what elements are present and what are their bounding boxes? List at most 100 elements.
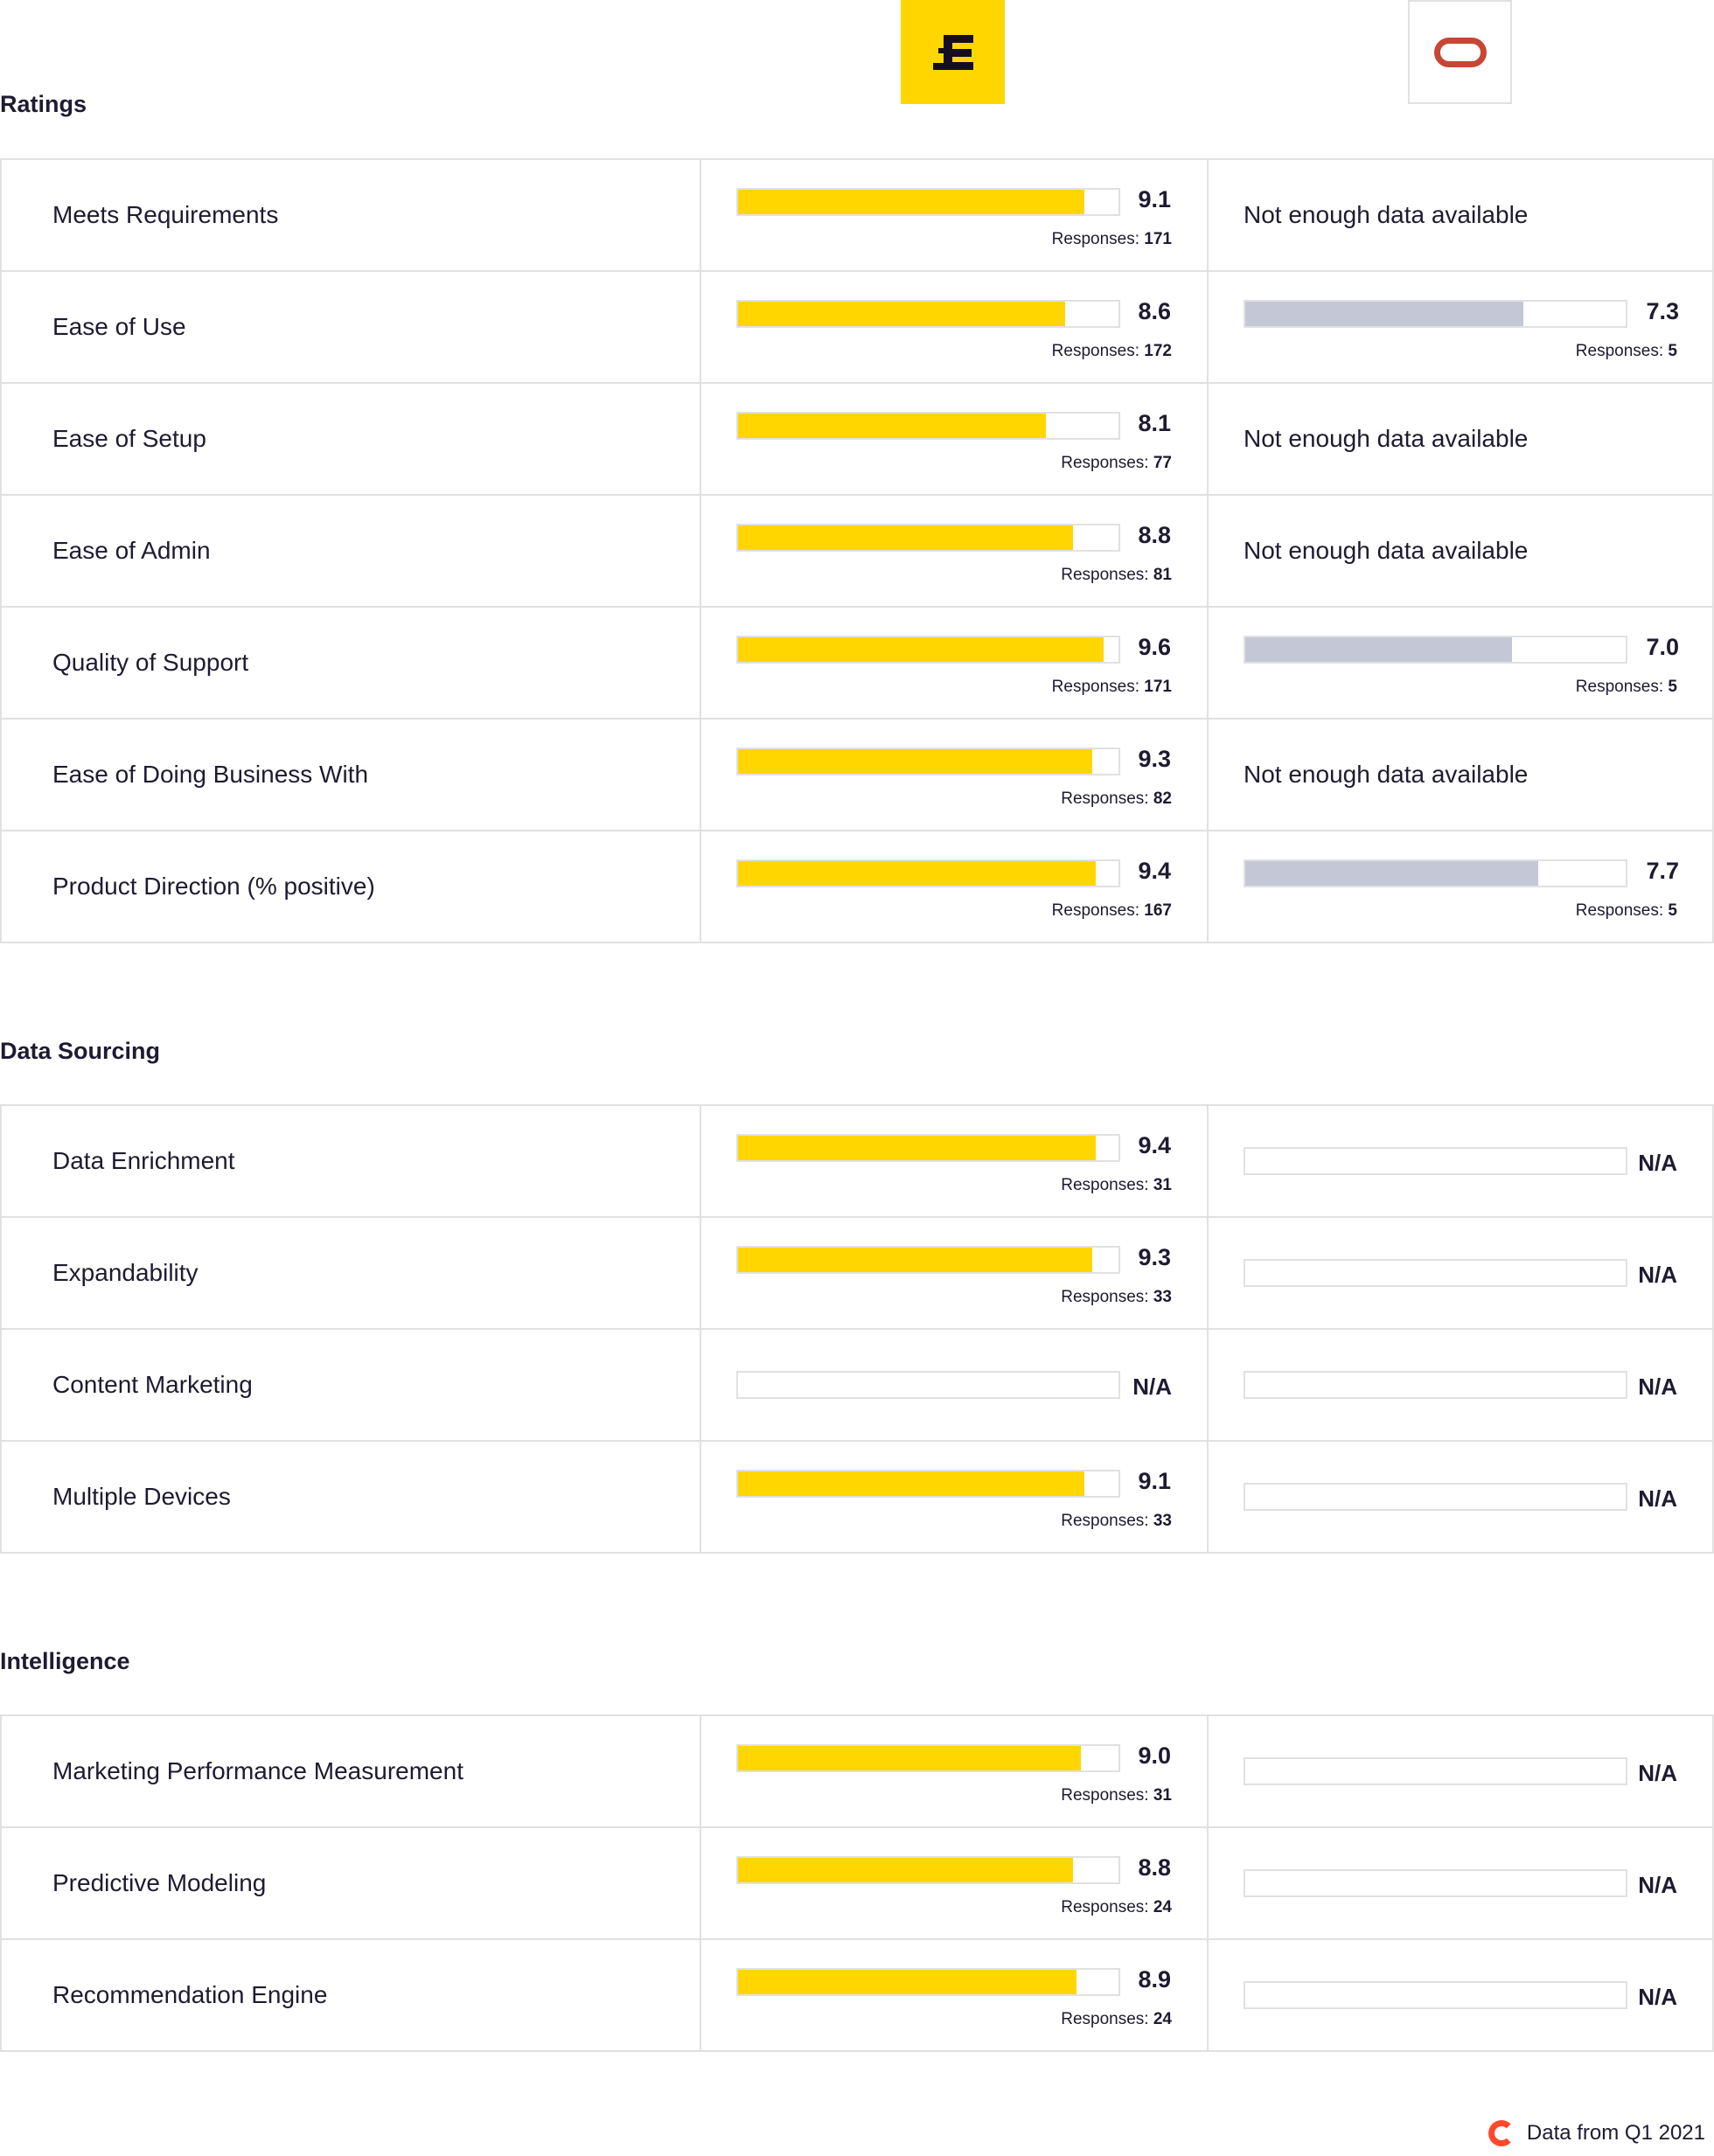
product-b-rating: Not enough data available — [1209, 720, 1714, 830]
product-b-rating: Not enough data available — [1209, 160, 1714, 270]
product-b-rating: N/A — [1209, 1716, 1714, 1826]
product-b-rating: N/A — [1209, 1828, 1714, 1938]
section-heading: Ratings — [0, 91, 87, 117]
rating-score: 9.1 — [1138, 1468, 1171, 1494]
table-row: Ease of Use 8.6 Responses: 172 7.3 Respo… — [2, 272, 1714, 384]
rating-bar-fill — [738, 749, 1092, 774]
table-row: Data Enrichment 9.4 Responses: 31 N/A — [2, 1106, 1714, 1218]
rating-bar-fill — [1245, 861, 1538, 886]
product-a-rating: 8.8 Responses: 81 — [701, 496, 1209, 606]
row-label: Multiple Devices — [2, 1442, 701, 1552]
table-row: Meets Requirements 9.1 Responses: 171 Not… — [2, 160, 1714, 272]
row-label: Marketing Performance Measurement — [2, 1716, 701, 1826]
table-row: Ease of Doing Business With 9.3 Response… — [2, 720, 1714, 831]
rating-score: 7.3 — [1646, 298, 1679, 324]
na-label: N/A — [1638, 1374, 1677, 1400]
rating-score: 9.3 — [1138, 746, 1171, 772]
na-label: N/A — [1638, 1262, 1677, 1288]
table-row: Product Direction (% positive) 9.4 Respo… — [2, 831, 1714, 943]
rating-bar-empty — [1244, 1371, 1627, 1399]
product-a-logo — [901, 0, 1005, 104]
responses-count: Responses: 5 — [1575, 901, 1677, 920]
product-a-rating: 9.6 Responses: 171 — [701, 608, 1209, 718]
responses-count: Responses: 167 — [1051, 901, 1172, 920]
rating-score: 8.8 — [1138, 522, 1171, 548]
product-a-rating: 8.1 Responses: 77 — [701, 384, 1209, 494]
product-b-rating: 7.7 Responses: 5 — [1209, 831, 1714, 942]
rating-score: 8.6 — [1138, 298, 1171, 324]
rating-bar — [736, 636, 1120, 664]
product-a-rating: N/A — [701, 1330, 1209, 1440]
table-row: Ease of Admin 8.8 Responses: 81 Not enoug… — [2, 496, 1714, 608]
pound-e-icon — [932, 34, 973, 70]
responses-count: Responses: 33 — [1061, 1512, 1172, 1530]
rating-bar — [1244, 300, 1627, 328]
g2-icon — [1488, 2120, 1515, 2146]
rating-bar — [736, 524, 1120, 552]
product-b-rating: N/A — [1209, 1218, 1714, 1328]
na-label: N/A — [1132, 1374, 1172, 1400]
rating-bar-empty — [1244, 1483, 1627, 1511]
row-label: Ease of Setup — [2, 384, 701, 494]
table-row: Quality of Support 9.6 Responses: 171 7.… — [2, 608, 1714, 720]
rating-score: 9.6 — [1138, 634, 1171, 660]
rating-bar — [736, 1134, 1120, 1162]
row-label: Data Enrichment — [2, 1106, 701, 1216]
row-label: Meets Requirements — [2, 160, 701, 270]
responses-count: Responses: 171 — [1051, 678, 1172, 696]
rating-bar-fill — [738, 637, 1104, 662]
product-b-rating: 7.0 Responses: 5 — [1209, 608, 1714, 718]
product-a-rating: 9.4 Responses: 31 — [701, 1106, 1209, 1216]
rating-bar-fill — [1245, 637, 1512, 662]
rating-bar — [736, 1968, 1120, 1996]
no-data-text: Not enough data available — [1244, 201, 1529, 228]
product-b-rating: N/A — [1209, 1940, 1714, 2050]
product-a-rating: 8.6 Responses: 172 — [701, 272, 1209, 382]
row-label: Recommendation Engine — [2, 1940, 701, 2050]
ratings-table: Marketing Performance Measurement 9.0 Re… — [0, 1714, 1714, 2052]
row-label: Content Marketing — [2, 1330, 701, 1440]
rating-score: 7.0 — [1646, 634, 1679, 660]
responses-count: Responses: 81 — [1061, 566, 1172, 584]
footer-text: Data from Q1 2021 — [1526, 2121, 1705, 2145]
row-label: Ease of Admin — [2, 496, 701, 606]
responses-count: Responses: 5 — [1575, 678, 1677, 696]
row-label: Expandability — [2, 1218, 701, 1328]
rating-bar-fill — [738, 1248, 1092, 1272]
rating-bar — [736, 412, 1120, 440]
ratings-table: Data Enrichment 9.4 Responses: 31 N/A Expa… — [0, 1104, 1714, 1554]
rating-bar — [736, 188, 1120, 216]
rating-bar — [736, 300, 1120, 328]
responses-count: Responses: 24 — [1061, 1898, 1172, 1916]
table-row: Predictive Modeling 8.8 Responses: 24 N/A — [2, 1828, 1714, 1940]
product-b-rating: N/A — [1209, 1442, 1714, 1552]
row-label: Ease of Use — [2, 272, 701, 382]
responses-count: Responses: 31 — [1061, 1786, 1172, 1805]
product-b-rating: N/A — [1209, 1106, 1714, 1216]
product-b-rating: 7.3 Responses: 5 — [1209, 272, 1714, 382]
na-label: N/A — [1638, 1485, 1677, 1512]
product-a-rating: 9.1 Responses: 33 — [701, 1442, 1209, 1552]
rating-bar-empty — [1244, 1981, 1627, 2009]
responses-count: Responses: 82 — [1061, 789, 1172, 808]
rating-bar-empty — [1244, 1869, 1627, 1897]
oracle-icon — [1433, 37, 1487, 67]
section-heading: Data Sourcing — [0, 1038, 161, 1064]
footer: Data from Q1 2021 — [1488, 2120, 1705, 2146]
table-row: Content Marketing N/A N/A — [2, 1330, 1714, 1442]
rating-bar-fill — [738, 861, 1096, 886]
responses-count: Responses: 5 — [1575, 342, 1677, 360]
rating-bar — [1244, 636, 1627, 664]
na-label: N/A — [1638, 1760, 1677, 1786]
product-a-rating: 9.3 Responses: 33 — [701, 1218, 1209, 1328]
row-label: Quality of Support — [2, 608, 701, 718]
na-label: N/A — [1638, 1150, 1677, 1176]
rating-bar-fill — [738, 1746, 1081, 1770]
product-a-rating: 9.3 Responses: 82 — [701, 720, 1209, 830]
product-a-rating: 9.1 Responses: 171 — [701, 160, 1209, 270]
rating-bar — [736, 1856, 1120, 1884]
rating-score: 9.0 — [1138, 1742, 1171, 1769]
table-row: Recommendation Engine 8.9 Responses: 24 N… — [2, 1940, 1714, 2052]
rating-score: 7.7 — [1646, 858, 1679, 884]
product-a-rating: 9.0 Responses: 31 — [701, 1716, 1209, 1826]
